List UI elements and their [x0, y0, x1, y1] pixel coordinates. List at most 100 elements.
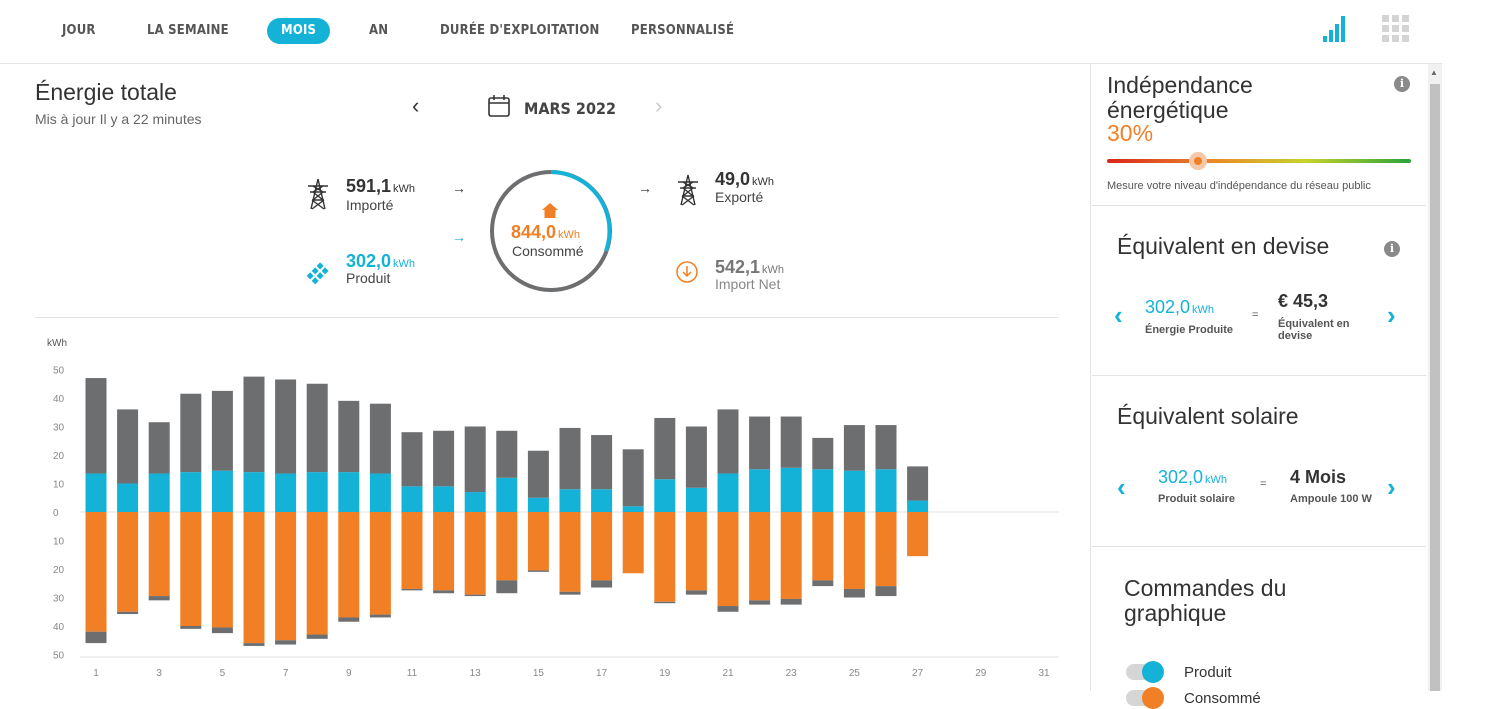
net-import-label: Import Net: [715, 276, 781, 292]
bar-consomme: [780, 512, 802, 599]
consumed-number: 844,0: [511, 222, 557, 242]
bar-reste: [211, 627, 233, 634]
bar-reste: [717, 606, 739, 612]
info-icon[interactable]: i: [1384, 241, 1400, 257]
toggle-consomme[interactable]: [1126, 687, 1164, 709]
bar-importe: [211, 390, 233, 471]
bar-importe: [148, 422, 170, 474]
currency-value-label: Énergie Produite: [1145, 324, 1234, 336]
arrow-right-icon: →: [452, 180, 466, 196]
y-tick-label: 20: [53, 565, 65, 576]
bar-consomme: [338, 512, 360, 618]
exported-label: Exporté: [715, 189, 764, 205]
bar-produit: [464, 492, 486, 512]
bar-importe: [180, 393, 202, 473]
bar-produit: [117, 483, 139, 512]
bar-consomme: [85, 512, 107, 632]
bar-consomme: [306, 512, 328, 635]
currency-result: € 45,3: [1278, 291, 1329, 311]
currency-result-label: Équivalent en devise: [1278, 318, 1350, 342]
net-import-number: 542,1: [715, 257, 761, 277]
tab-duree-exploitation[interactable]: DURÉE D'EXPLOITATION: [440, 23, 600, 38]
solar-next-button[interactable]: ›: [1387, 472, 1396, 502]
imported-label: Importé: [346, 197, 394, 213]
solar-result-label: Ampoule 100 W: [1290, 493, 1372, 505]
bar-importe: [654, 417, 676, 480]
bar-importe: [306, 383, 328, 473]
currency-next-button[interactable]: ›: [1387, 300, 1396, 330]
bar-reste: [780, 598, 802, 605]
grid-icon[interactable]: [1381, 14, 1411, 44]
bar-consomme: [843, 512, 865, 589]
currency-result-label-line1: Équivalent en: [1278, 318, 1350, 330]
bar-importe: [464, 426, 486, 493]
info-icon[interactable]: i: [1394, 76, 1410, 92]
tab-personnalise[interactable]: PERSONNALISÉ: [631, 23, 735, 38]
y-tick-label: 50: [53, 651, 65, 662]
x-tick-label: 25: [849, 668, 861, 679]
y-tick-label: 40: [53, 394, 65, 405]
bar-consomme: [211, 512, 233, 628]
period-label[interactable]: MARS 2022: [524, 99, 616, 118]
tab-an[interactable]: AN: [369, 23, 389, 38]
bar-reste: [275, 640, 297, 645]
bar-importe: [433, 430, 455, 487]
previous-period-button[interactable]: ‹: [412, 93, 420, 118]
bar-produit: [780, 467, 802, 512]
bar-reste: [180, 626, 202, 629]
bar-consomme: [117, 512, 139, 612]
x-tick-label: 21: [722, 668, 734, 679]
bar-reste: [843, 588, 865, 598]
bar-importe: [907, 466, 929, 501]
bar-consomme: [464, 512, 486, 595]
calendar-icon[interactable]: [487, 94, 511, 123]
tab-jour[interactable]: JOUR: [62, 23, 96, 38]
section-divider: [1092, 375, 1426, 376]
scroll-up-icon[interactable]: ▲: [1430, 68, 1438, 77]
y-tick-label: 10: [53, 537, 65, 548]
currency-value: 302,0 kWh: [1145, 297, 1214, 318]
scrollbar-thumb[interactable]: [1430, 84, 1440, 691]
y-tick-label: 30: [53, 423, 65, 434]
consumption-ring: [488, 168, 614, 299]
currency-prev-button[interactable]: ‹: [1114, 300, 1123, 330]
bar-importe: [843, 425, 865, 471]
currency-number: 302,0: [1145, 297, 1191, 317]
equals-sign: =: [1252, 309, 1259, 321]
bar-reste: [369, 614, 391, 618]
y-tick-label: 30: [53, 594, 65, 605]
currency-unit: kWh: [1192, 304, 1215, 316]
solar-prev-button[interactable]: ‹: [1117, 472, 1126, 502]
bar-reste: [464, 594, 486, 597]
solar-value-label: Produit solaire: [1158, 493, 1236, 505]
bar-importe: [527, 450, 549, 498]
bar-chart-icon[interactable]: [1321, 14, 1351, 44]
bar-importe: [559, 427, 581, 490]
tab-mois[interactable]: MOIS: [267, 18, 331, 44]
bar-importe: [622, 449, 644, 507]
toggle-produit[interactable]: [1126, 661, 1164, 683]
bar-produit: [749, 469, 771, 512]
x-tick-label: 9: [346, 668, 352, 679]
bar-importe: [117, 409, 139, 484]
independence-title-line2: énergétique: [1107, 97, 1229, 123]
bar-consomme: [685, 512, 707, 591]
bar-importe: [338, 400, 360, 473]
bar-importe: [875, 425, 897, 470]
x-tick-label: 23: [786, 668, 798, 679]
equals-sign: =: [1260, 478, 1267, 490]
imported-number: 591,1: [346, 176, 392, 196]
bar-reste: [812, 580, 834, 587]
solar-unit: kWh: [1205, 474, 1228, 486]
bar-consomme: [591, 512, 613, 581]
bar-reste: [243, 643, 265, 646]
y-tick-label: 50: [53, 366, 65, 377]
next-period-button[interactable]: ›: [655, 93, 663, 118]
bar-reste: [559, 591, 581, 595]
arrow-right-icon: →: [452, 229, 466, 245]
bar-reste: [591, 580, 613, 588]
bar-reste: [306, 634, 328, 639]
tab-semaine[interactable]: LA SEMAINE: [147, 23, 229, 38]
bar-consomme: [654, 512, 676, 602]
